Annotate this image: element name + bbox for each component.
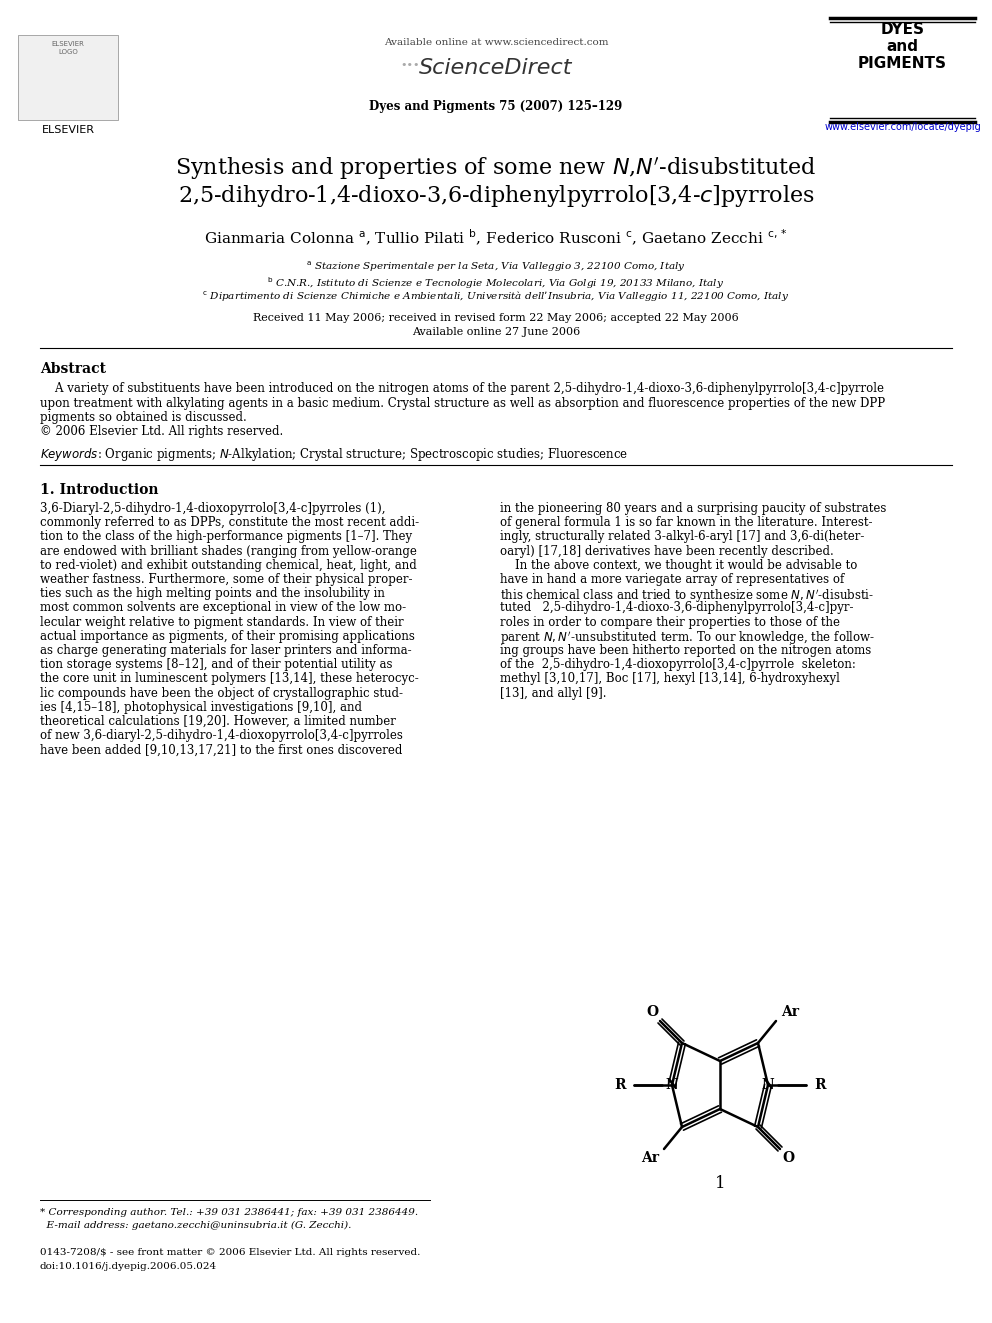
Text: the core unit in luminescent polymers [13,14], these heterocyc-: the core unit in luminescent polymers [1… — [40, 672, 419, 685]
Text: ScienceDirect: ScienceDirect — [420, 58, 572, 78]
Text: 3,6-Diaryl-2,5-dihydro-1,4-dioxopyrrolo[3,4-c]pyrroles (1),: 3,6-Diaryl-2,5-dihydro-1,4-dioxopyrrolo[… — [40, 501, 386, 515]
Text: doi:10.1016/j.dyepig.2006.05.024: doi:10.1016/j.dyepig.2006.05.024 — [40, 1262, 217, 1271]
Text: O: O — [782, 1151, 794, 1166]
Text: N: N — [666, 1078, 679, 1091]
Text: tion storage systems [8–12], and of their potential utility as: tion storage systems [8–12], and of thei… — [40, 659, 393, 671]
Text: [13], and allyl [9].: [13], and allyl [9]. — [500, 687, 606, 700]
Text: tuted   2,5-dihydro-1,4-dioxo-3,6-diphenylpyrrolo[3,4-c]pyr-: tuted 2,5-dihydro-1,4-dioxo-3,6-diphenyl… — [500, 602, 853, 614]
Text: in the pioneering 80 years and a surprising paucity of substrates: in the pioneering 80 years and a surpris… — [500, 501, 887, 515]
Text: Synthesis and properties of some new $N$,$N'$-disubstituted: Synthesis and properties of some new $N$… — [176, 155, 816, 181]
Text: O: O — [646, 1005, 658, 1019]
Text: Dyes and Pigments 75 (2007) 125–129: Dyes and Pigments 75 (2007) 125–129 — [369, 101, 623, 112]
Text: Available online at www.sciencedirect.com: Available online at www.sciencedirect.co… — [384, 38, 608, 48]
Text: R: R — [814, 1078, 825, 1091]
Text: as charge generating materials for laser printers and informa-: as charge generating materials for laser… — [40, 644, 412, 658]
Text: pigments so obtained is discussed.: pigments so obtained is discussed. — [40, 411, 247, 423]
Text: parent $N,N'$-unsubstituted term. To our knowledge, the follow-: parent $N,N'$-unsubstituted term. To our… — [500, 630, 875, 647]
Text: Received 11 May 2006; received in revised form 22 May 2006; accepted 22 May 2006: Received 11 May 2006; received in revise… — [253, 314, 739, 323]
Text: DYES
and
PIGMENTS: DYES and PIGMENTS — [858, 22, 947, 70]
Text: oaryl) [17,18] derivatives have been recently described.: oaryl) [17,18] derivatives have been rec… — [500, 545, 833, 557]
Text: to red-violet) and exhibit outstanding chemical, heat, light, and: to red-violet) and exhibit outstanding c… — [40, 558, 417, 572]
Text: Ar: Ar — [641, 1151, 659, 1166]
Text: this chemical class and tried to synthesize some $N,N'$-disubsti-: this chemical class and tried to synthes… — [500, 587, 874, 605]
Text: ties such as the high melting points and the insolubility in: ties such as the high melting points and… — [40, 587, 385, 601]
Text: ing groups have been hitherto reported on the nitrogen atoms: ing groups have been hitherto reported o… — [500, 644, 871, 658]
Text: 1: 1 — [714, 1175, 725, 1192]
Text: commonly referred to as DPPs, constitute the most recent addi-: commonly referred to as DPPs, constitute… — [40, 516, 420, 529]
Text: of the  2,5-dihydro-1,4-dioxopyrrolo[3,4-c]pyrrole  skeleton:: of the 2,5-dihydro-1,4-dioxopyrrolo[3,4-… — [500, 659, 856, 671]
Text: Available online 27 June 2006: Available online 27 June 2006 — [412, 327, 580, 337]
Text: ies [4,15–18], photophysical investigations [9,10], and: ies [4,15–18], photophysical investigati… — [40, 701, 362, 714]
Text: $^{\rm c}$ Dipartimento di Scienze Chimiche e Ambientali, Università dell’Insubr: $^{\rm c}$ Dipartimento di Scienze Chimi… — [202, 290, 790, 304]
Text: ELSEVIER
LOGO: ELSEVIER LOGO — [52, 41, 84, 54]
Text: ELSEVIER: ELSEVIER — [42, 124, 94, 135]
Text: ingly, structurally related 3-alkyl-6-aryl [17] and 3,6-di(heter-: ingly, structurally related 3-alkyl-6-ar… — [500, 531, 864, 544]
Text: methyl [3,10,17], Boc [17], hexyl [13,14], 6-hydroxyhexyl: methyl [3,10,17], Boc [17], hexyl [13,14… — [500, 672, 840, 685]
Text: •••: ••• — [400, 60, 420, 70]
Text: R: R — [614, 1078, 626, 1091]
Text: E-mail address: gaetano.zecchi@uninsubria.it (G. Zecchi).: E-mail address: gaetano.zecchi@uninsubri… — [40, 1221, 351, 1230]
Text: lic compounds have been the object of crystallographic stud-: lic compounds have been the object of cr… — [40, 687, 403, 700]
Text: have been added [9,10,13,17,21] to the first ones discovered: have been added [9,10,13,17,21] to the f… — [40, 744, 403, 757]
Text: are endowed with brilliant shades (ranging from yellow-orange: are endowed with brilliant shades (rangi… — [40, 545, 417, 557]
Text: 2,5-dihydro-1,4-dioxo-3,6-diphenylpyrrolo[3,4-$c$]pyrroles: 2,5-dihydro-1,4-dioxo-3,6-diphenylpyrrol… — [178, 183, 814, 209]
Text: theoretical calculations [19,20]. However, a limited number: theoretical calculations [19,20]. Howeve… — [40, 714, 396, 728]
Text: most common solvents are exceptional in view of the low mo-: most common solvents are exceptional in … — [40, 602, 406, 614]
Text: Abstract: Abstract — [40, 363, 106, 376]
Text: www.elsevier.com/locate/dyepig: www.elsevier.com/locate/dyepig — [824, 122, 981, 132]
Text: lecular weight relative to pigment standards. In view of their: lecular weight relative to pigment stand… — [40, 615, 404, 628]
Text: * Corresponding author. Tel.: +39 031 2386441; fax: +39 031 2386449.: * Corresponding author. Tel.: +39 031 23… — [40, 1208, 418, 1217]
Bar — [18, 34, 118, 120]
Text: Gianmaria Colonna $^{\rm a}$, Tullio Pilati $^{\rm b}$, Federico Rusconi $^{\rm : Gianmaria Colonna $^{\rm a}$, Tullio Pil… — [204, 228, 788, 249]
Text: © 2006 Elsevier Ltd. All rights reserved.: © 2006 Elsevier Ltd. All rights reserved… — [40, 426, 284, 438]
Text: weather fastness. Furthermore, some of their physical proper-: weather fastness. Furthermore, some of t… — [40, 573, 413, 586]
Text: In the above context, we thought it would be advisable to: In the above context, we thought it woul… — [500, 558, 857, 572]
Text: roles in order to compare their properties to those of the: roles in order to compare their properti… — [500, 615, 840, 628]
Text: of general formula 1 is so far known in the literature. Interest-: of general formula 1 is so far known in … — [500, 516, 873, 529]
Text: A variety of substituents have been introduced on the nitrogen atoms of the pare: A variety of substituents have been intr… — [40, 382, 884, 396]
Text: upon treatment with alkylating agents in a basic medium. Crystal structure as we: upon treatment with alkylating agents in… — [40, 397, 885, 410]
Text: N: N — [762, 1078, 775, 1091]
Text: Ar: Ar — [781, 1005, 799, 1019]
Text: have in hand a more variegate array of representatives of: have in hand a more variegate array of r… — [500, 573, 844, 586]
Text: of new 3,6-diaryl-2,5-dihydro-1,4-dioxopyrrolo[3,4-c]pyrroles: of new 3,6-diaryl-2,5-dihydro-1,4-dioxop… — [40, 729, 403, 742]
Text: $\mathit{Keywords}$: Organic pigments; $N$-Alkylation; Crystal structure; Spectr: $\mathit{Keywords}$: Organic pigments; $… — [40, 446, 628, 463]
Text: $^{\rm b}$ C.N.R., Istituto di Scienze e Tecnologie Molecolari, Via Golgi 19, 20: $^{\rm b}$ C.N.R., Istituto di Scienze e… — [268, 275, 724, 291]
Text: actual importance as pigments, of their promising applications: actual importance as pigments, of their … — [40, 630, 415, 643]
Text: $^{\rm a}$ Stazione Sperimentale per la Seta, Via Valleggio 3, 22100 Como, Italy: $^{\rm a}$ Stazione Sperimentale per la … — [307, 261, 685, 274]
Text: tion to the class of the high-performance pigments [1–7]. They: tion to the class of the high-performanc… — [40, 531, 412, 544]
Text: 1. Introduction: 1. Introduction — [40, 483, 159, 497]
Text: 0143-7208/$ - see front matter © 2006 Elsevier Ltd. All rights reserved.: 0143-7208/$ - see front matter © 2006 El… — [40, 1248, 421, 1257]
